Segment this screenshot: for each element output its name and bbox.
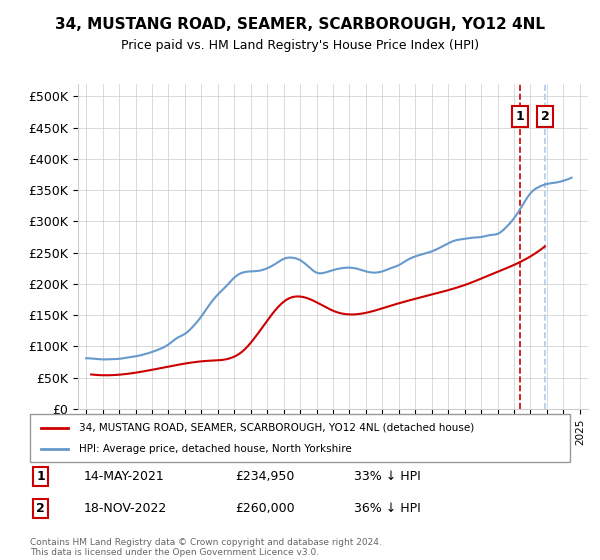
Text: 33% ↓ HPI: 33% ↓ HPI (354, 470, 421, 483)
Text: 2: 2 (37, 502, 45, 515)
FancyBboxPatch shape (30, 414, 570, 462)
Text: 1: 1 (37, 470, 45, 483)
Text: 2: 2 (541, 110, 549, 123)
Text: 14-MAY-2021: 14-MAY-2021 (84, 470, 165, 483)
Text: £260,000: £260,000 (235, 502, 295, 515)
Text: Price paid vs. HM Land Registry's House Price Index (HPI): Price paid vs. HM Land Registry's House … (121, 39, 479, 52)
Text: HPI: Average price, detached house, North Yorkshire: HPI: Average price, detached house, Nort… (79, 444, 352, 454)
Text: 18-NOV-2022: 18-NOV-2022 (84, 502, 167, 515)
Text: Contains HM Land Registry data © Crown copyright and database right 2024.
This d: Contains HM Land Registry data © Crown c… (30, 538, 382, 557)
Text: 36% ↓ HPI: 36% ↓ HPI (354, 502, 421, 515)
Text: £234,950: £234,950 (235, 470, 295, 483)
Text: 1: 1 (515, 110, 524, 123)
Text: 34, MUSTANG ROAD, SEAMER, SCARBOROUGH, YO12 4NL: 34, MUSTANG ROAD, SEAMER, SCARBOROUGH, Y… (55, 17, 545, 32)
Text: 34, MUSTANG ROAD, SEAMER, SCARBOROUGH, YO12 4NL (detached house): 34, MUSTANG ROAD, SEAMER, SCARBOROUGH, Y… (79, 423, 474, 433)
